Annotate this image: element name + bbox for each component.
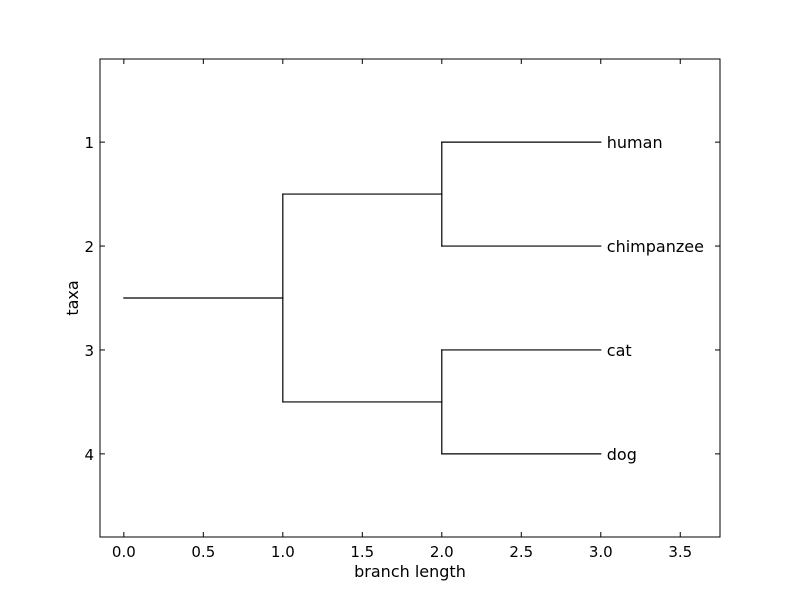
y-tick-label: 1 — [84, 134, 94, 152]
y-tick-label: 2 — [84, 238, 94, 256]
x-tick-label: 3.5 — [668, 543, 692, 561]
branches-layer — [123, 141, 602, 455]
x-tick-label: 2.0 — [430, 543, 454, 561]
plot-frame — [99, 58, 721, 538]
x-tick-label: 1.5 — [350, 543, 374, 561]
x-tick-label: 0.5 — [191, 543, 215, 561]
x-tick-label: 1.0 — [271, 543, 295, 561]
x-tick-label: 3.0 — [589, 543, 613, 561]
y-tick-label: 3 — [84, 342, 94, 360]
y-axis-label: taxa — [63, 280, 82, 315]
x-tick-label: 0.0 — [112, 543, 136, 561]
x-axis-label: branch length — [354, 562, 466, 581]
y-tick-label: 4 — [84, 446, 94, 464]
leaf-label-cat: cat — [607, 341, 632, 360]
leaf-labels-layer: human chimpanzee cat dog — [607, 133, 704, 464]
leaf-label-chimpanzee: chimpanzee — [607, 237, 704, 256]
ticks-layer: 0.0 0.5 1.0 1.5 2.0 2.5 3.0 3.5 1 2 3 4 — [84, 59, 720, 561]
leaf-label-human: human — [607, 133, 663, 152]
leaf-label-dog: dog — [607, 445, 637, 464]
x-tick-label: 2.5 — [509, 543, 533, 561]
